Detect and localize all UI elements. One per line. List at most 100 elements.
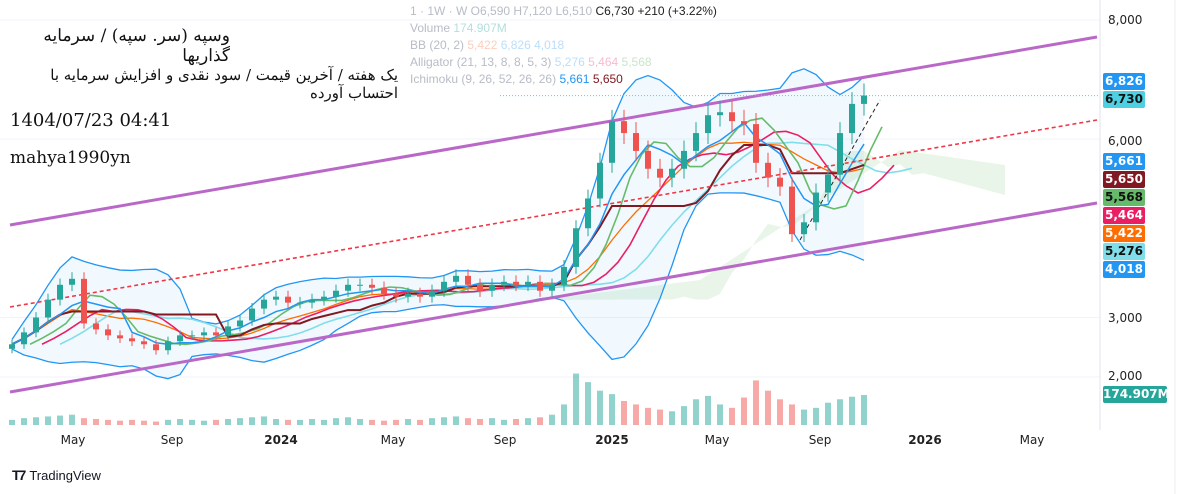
candle-body: [165, 341, 171, 351]
volume-bar: [93, 419, 99, 425]
chart-subtitle: یک هفته / آخرین قیمت / سود نقدی و افزایش…: [50, 66, 398, 102]
volume-bar: [633, 404, 639, 425]
ichimoku-base-line: [11, 143, 865, 346]
candle-body: [861, 95, 867, 104]
tradingview-branding[interactable]: T7 TradingView: [12, 467, 101, 483]
candle-body: [273, 296, 279, 300]
volume-bar: [549, 414, 555, 425]
volume-bar: [321, 419, 327, 425]
candle-body: [9, 344, 15, 349]
candle-body: [201, 332, 207, 336]
candle-body: [489, 284, 495, 291]
volume-bar: [525, 418, 531, 425]
alligator-lips-line: [29, 117, 883, 346]
volume-bar: [297, 419, 303, 425]
candle-body: [645, 150, 651, 169]
price-axis-label: 5,464: [1103, 207, 1145, 224]
ichimoku-base: 5,650: [592, 72, 623, 86]
volume-bar: [477, 419, 483, 425]
volume-bar: [777, 399, 783, 425]
bb-upper-line: [11, 68, 865, 340]
candle-body: [669, 168, 675, 178]
bb-legend[interactable]: BB (20, 2) 5,422 6,826 4,018: [410, 38, 564, 52]
volume-bar: [369, 419, 375, 425]
chart-author: mahya1990yn: [10, 148, 131, 168]
price-axis-label: 4,018: [1103, 261, 1145, 278]
volume-bar: [393, 419, 399, 425]
bb-upper: 6,826: [500, 38, 531, 52]
volume-bar: [837, 399, 843, 425]
volume-bar: [441, 417, 447, 425]
bb-lower: 4,018: [534, 38, 565, 52]
candle-body: [129, 338, 135, 342]
ohlc-legend: 1 · 1W · W O6,590 H7,120 L6,510 C6,730 +…: [410, 4, 717, 18]
volume-bar: [597, 390, 603, 425]
volume-bar: [117, 420, 123, 425]
x-tick: Sep: [160, 433, 184, 447]
candle-body: [213, 332, 219, 336]
bb-lower-line: [11, 192, 865, 380]
volume-bar: [585, 382, 591, 425]
volume-bar: [129, 419, 135, 425]
ichimoku-conversion: 5,661: [559, 72, 590, 86]
candle-body: [297, 302, 303, 304]
y-tick: 2,000: [1108, 369, 1143, 383]
candle-body: [705, 115, 711, 134]
volume-bar: [741, 397, 747, 425]
price-axis-label: 5,568: [1103, 189, 1145, 206]
volume-bar: [273, 419, 279, 425]
candle-body: [417, 293, 423, 297]
volume-bar: [309, 419, 315, 425]
x-tick: May: [704, 433, 730, 447]
candle-body: [45, 299, 51, 318]
volume-bar: [333, 418, 339, 425]
candle-body: [717, 112, 723, 116]
low-value: L6,510: [555, 4, 593, 18]
volume-bar: [429, 418, 435, 425]
alligator-legend[interactable]: Alligator (21, 13, 8, 8, 5, 3) 5,276 5,4…: [410, 55, 652, 69]
branding-text: TradingView: [29, 467, 101, 483]
candle-body: [357, 284, 363, 286]
volume-bar: [357, 419, 363, 425]
ichimoku-cloud: [540, 150, 1005, 300]
candle-body: [345, 284, 351, 291]
volume-bar: [201, 420, 207, 425]
candle-body: [81, 278, 87, 324]
y-tick: 3,000: [1108, 311, 1143, 325]
y-tick: 6,000: [1108, 134, 1143, 148]
alligator-title: Alligator (21, 13, 8, 8, 5, 3): [410, 55, 552, 69]
bb-title: BB (20, 2): [410, 38, 465, 52]
volume-bar: [621, 401, 627, 425]
x-tick: Sep: [493, 433, 517, 447]
price-axis-label: 6,730: [1103, 91, 1145, 108]
candle-body: [141, 341, 147, 345]
candle-body: [285, 296, 291, 303]
candle-body: [309, 299, 315, 303]
open-value: O6,590: [470, 4, 511, 18]
volume-bar: [537, 417, 543, 425]
candle-body: [57, 284, 63, 300]
candle-body: [849, 103, 855, 134]
volume-bar: [861, 395, 867, 425]
volume-bar: [717, 404, 723, 425]
tradingview-logo-icon: T7: [12, 467, 26, 483]
candle-body: [33, 317, 39, 333]
x-tick: 2025: [595, 433, 629, 447]
ichimoku-legend[interactable]: Ichimoku (9, 26, 52, 26, 26) 5,661 5,650: [410, 72, 623, 86]
candle-body: [21, 332, 27, 345]
candle-body: [321, 296, 327, 300]
volume-bar: [825, 402, 831, 425]
channel-mid-line: [9, 119, 1098, 308]
volume-bar: [9, 419, 15, 425]
volume-bar: [33, 417, 39, 425]
volume-bar: [213, 419, 219, 425]
volume-legend[interactable]: Volume 174.907M: [410, 21, 507, 35]
volume-price-label: 174.907M: [1103, 386, 1170, 403]
volume-bar: [165, 419, 171, 425]
alligator-lips: 5,568: [621, 55, 652, 69]
volume-bar: [81, 418, 87, 425]
candle-body: [753, 124, 759, 163]
candle-body: [837, 133, 843, 175]
